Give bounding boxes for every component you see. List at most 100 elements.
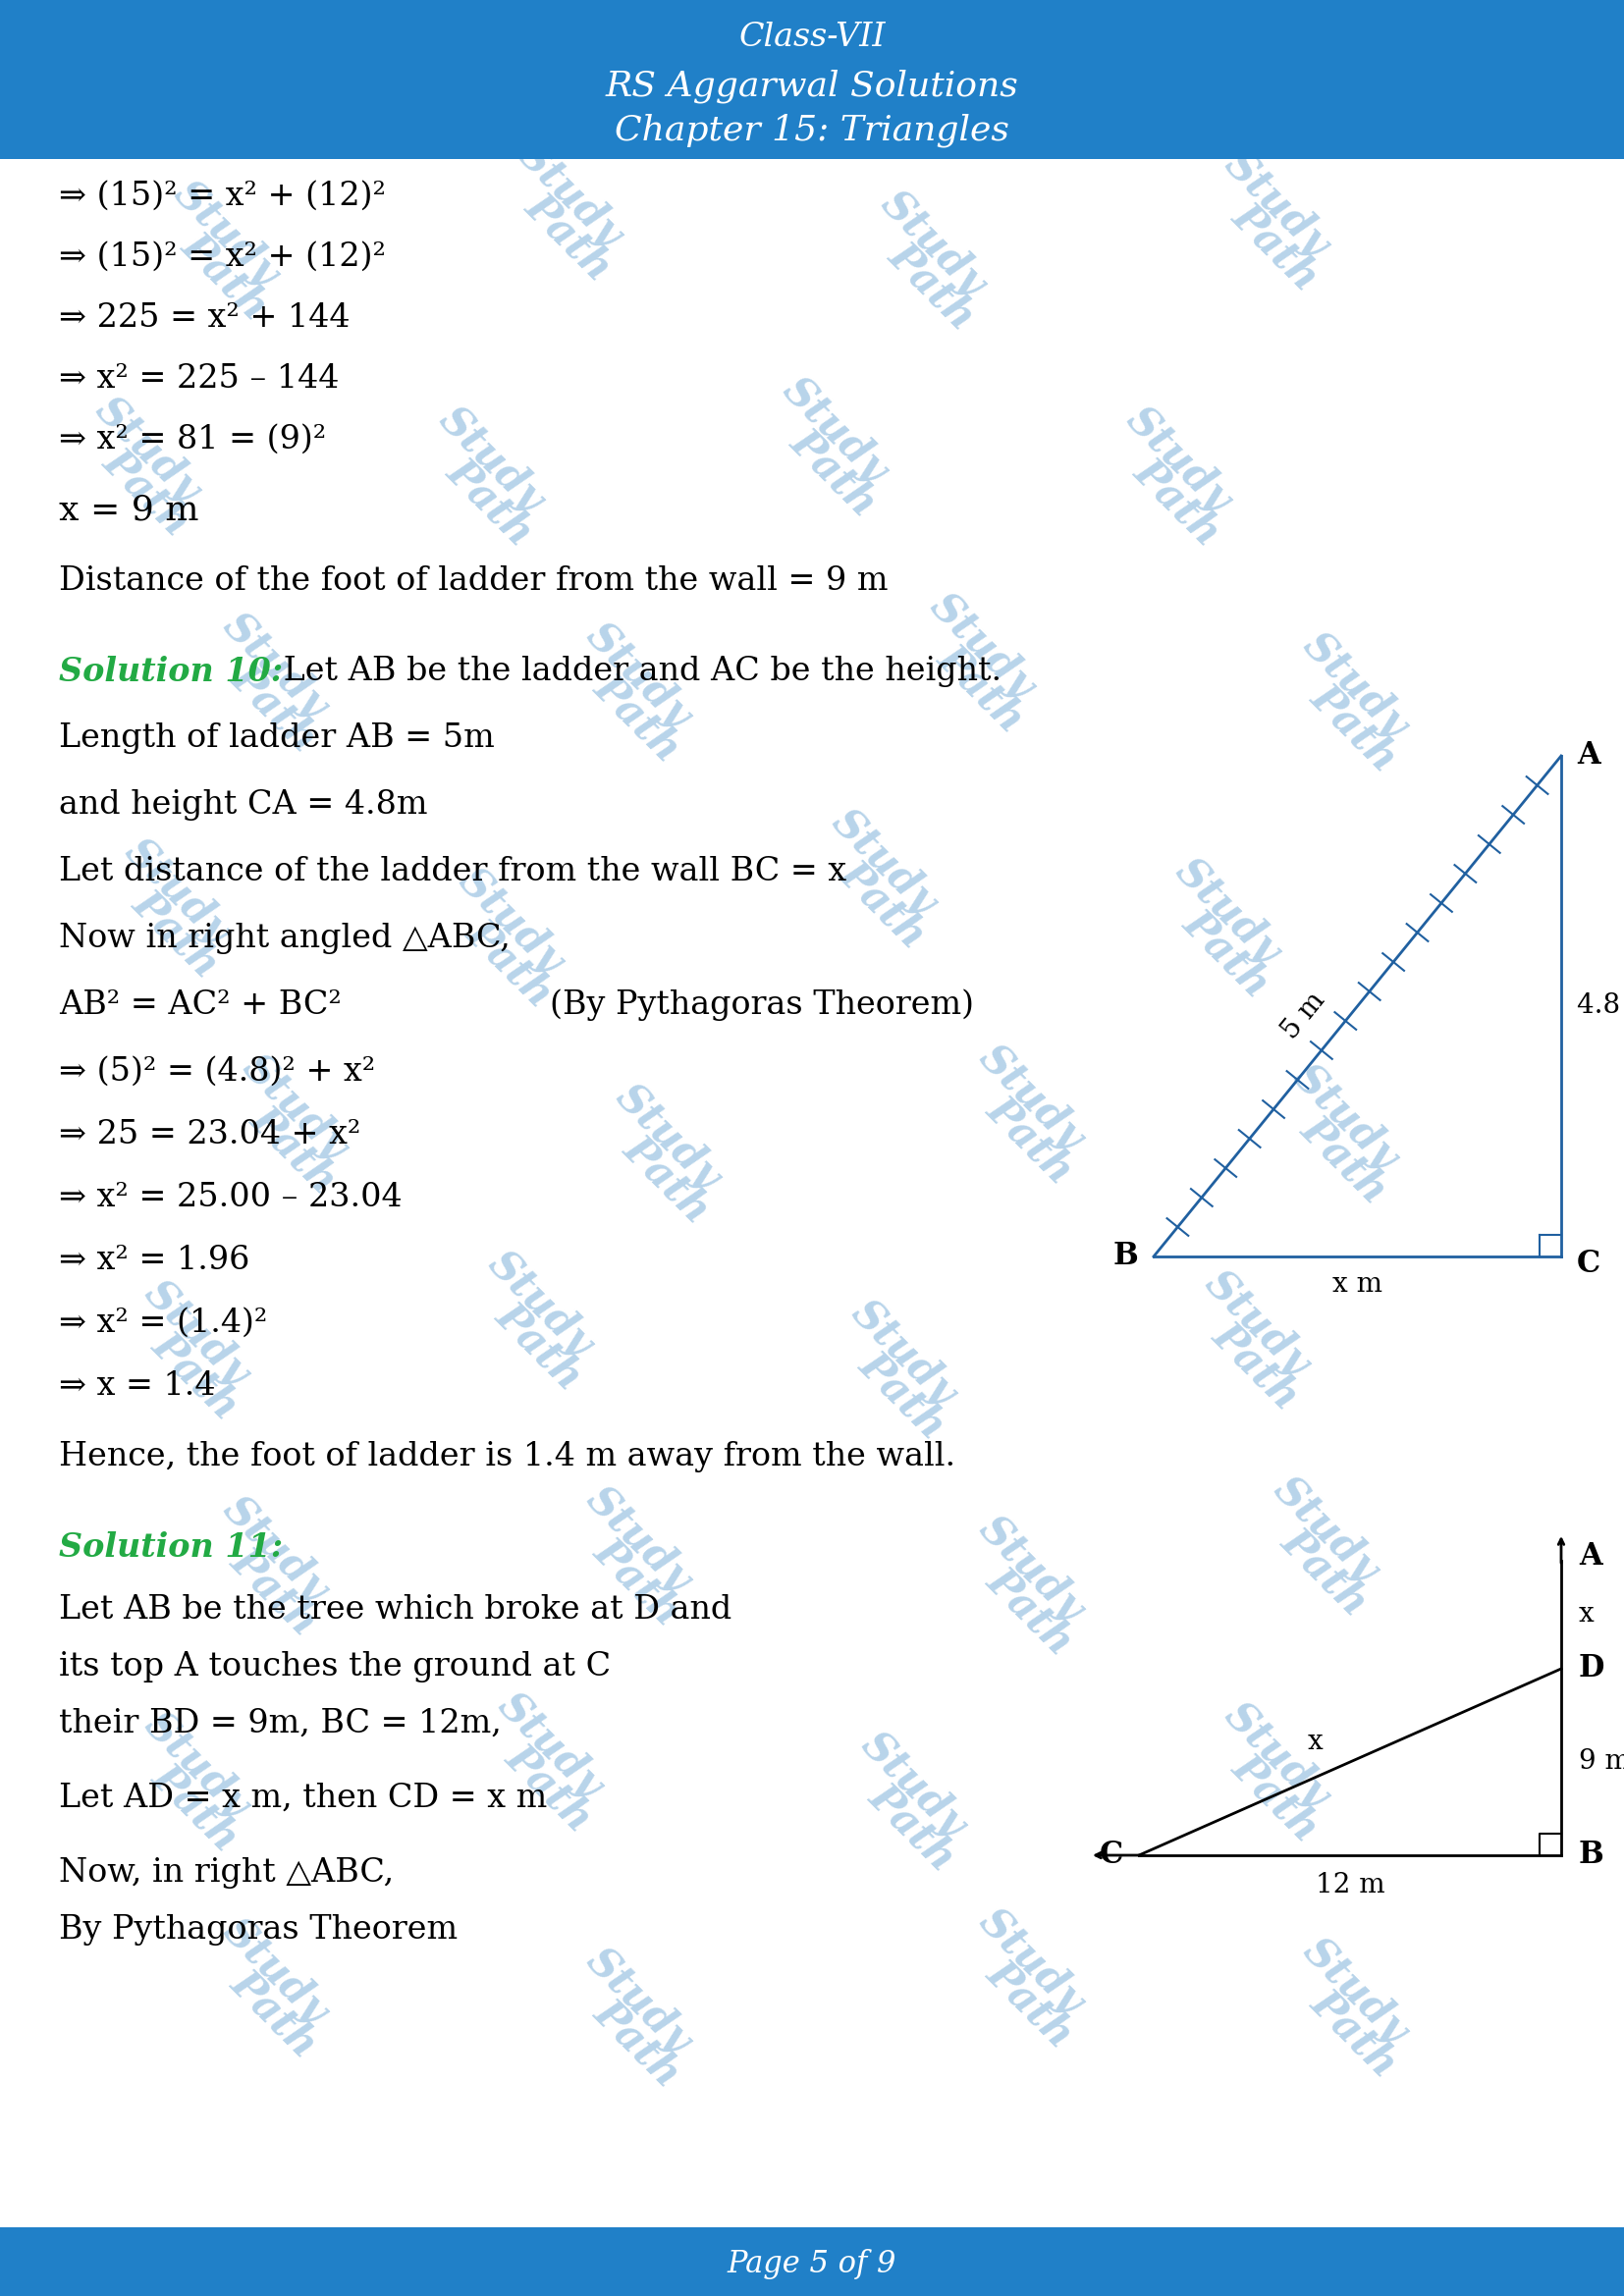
Text: C: C [1099,1839,1124,1871]
Text: Path: Path [1224,1747,1328,1851]
Text: x: x [1579,1603,1595,1628]
Text: Path: Path [1304,1981,1406,2085]
Text: ⇒ x² = (1.4)²: ⇒ x² = (1.4)² [58,1306,268,1339]
Text: Study: Study [1117,400,1239,521]
Text: Path: Path [615,1127,719,1231]
Text: 4.8 m: 4.8 m [1577,992,1624,1019]
Text: Path: Path [1273,1520,1377,1623]
Text: Solution 11:: Solution 11: [58,1531,283,1564]
Text: Now in right angled △ABC,: Now in right angled △ABC, [58,923,510,955]
Text: Study: Study [1294,1931,1416,2053]
Text: Path: Path [244,1100,346,1203]
Text: ⇒ x² = 81 = (9)²: ⇒ x² = 81 = (9)² [58,425,326,455]
Text: Study: Study [450,861,572,983]
Text: C: C [1577,1249,1601,1279]
Text: Study: Study [872,184,994,305]
Text: 12 m: 12 m [1315,1871,1385,1899]
Text: Path: Path [224,1963,326,2066]
Text: x = 9 m: x = 9 m [58,494,198,528]
Text: ⇒ (5)² = (4.8)² + x²: ⇒ (5)² = (4.8)² + x² [58,1056,375,1088]
Text: Path: Path [224,657,326,760]
Text: Path: Path [224,1541,326,1644]
Text: Study: Study [86,388,208,510]
Text: (By Pythagoras Theorem): (By Pythagoras Theorem) [551,990,974,1022]
Text: Study: Study [214,1488,336,1609]
Text: their BD = 9m, BC = 12m,: their BD = 9m, BC = 12m, [58,1708,502,1740]
Text: Path: Path [499,1736,601,1839]
Text: and height CA = 4.8m: and height CA = 4.8m [58,790,427,820]
Text: Let AB be the ladder and AC be the height.: Let AB be the ladder and AC be the heigh… [273,657,1002,687]
Text: Path: Path [145,1325,248,1428]
Text: Study: Study [135,1272,257,1394]
Text: Path: Path [979,1088,1083,1192]
Text: Path: Path [783,422,887,526]
Text: ⇒ (15)² = x² + (12)²: ⇒ (15)² = x² + (12)² [58,181,387,211]
Text: Now, in right △ABC,: Now, in right △ABC, [58,1857,395,1890]
Text: Path: Path [460,912,562,1015]
Text: ⇒ x = 1.4: ⇒ x = 1.4 [58,1371,216,1403]
Text: x m: x m [1332,1270,1382,1297]
Text: Study: Study [1285,1056,1406,1178]
Text: ⇒ (15)² = x² + (12)²: ⇒ (15)² = x² + (12)² [58,241,387,273]
Text: Path: Path [831,854,935,957]
Text: ⇒ x² = 225 – 144: ⇒ x² = 225 – 144 [58,363,339,395]
Text: Path: Path [862,1777,965,1880]
Text: Path: Path [979,1954,1083,2055]
Text: Path: Path [1304,677,1406,781]
Text: Path: Path [1224,195,1328,298]
Text: Let distance of the ladder from the wall BC = x: Let distance of the ladder from the wall… [58,856,846,886]
Text: ⇒ 25 = 23.04 + x²: ⇒ 25 = 23.04 + x² [58,1118,361,1150]
Text: Path: Path [518,186,620,289]
Text: A: A [1577,742,1600,771]
Text: D: D [1579,1653,1605,1683]
Text: Study: Study [214,1910,336,2032]
Text: 9 m: 9 m [1579,1750,1624,1775]
Text: Study: Study [823,801,945,923]
Text: Study: Study [1195,1263,1317,1384]
Text: Path: Path [1176,902,1280,1006]
Text: Study: Study [578,1940,698,2062]
Text: Study: Study [607,1077,729,1199]
Text: Study: Study [115,831,237,953]
Text: 5 m: 5 m [1276,987,1330,1045]
Text: Chapter 15: Triangles: Chapter 15: Triangles [615,113,1009,147]
Bar [0,0,1624,158]
Text: AB² = AC² + BC²: AB² = AC² + BC² [58,990,341,1022]
Text: Study: Study [773,370,895,491]
Text: Path: Path [882,234,984,338]
Text: Path: Path [931,638,1033,742]
Text: ⇒ x² = 25.00 – 23.04: ⇒ x² = 25.00 – 23.04 [58,1182,403,1212]
Text: Let AB be the tree which broke at D and: Let AB be the tree which broke at D and [58,1593,732,1626]
Text: Path: Path [586,1531,690,1635]
Text: ⇒ x² = 1.96: ⇒ x² = 1.96 [58,1244,250,1277]
Text: Study: Study [578,615,698,737]
Text: Study: Study [135,1704,257,1825]
Text: Path: Path [1205,1316,1309,1419]
Text: Study: Study [853,1724,974,1846]
Text: Length of ladder AB = 5m: Length of ladder AB = 5m [58,723,495,753]
Text: Solution 10:: Solution 10: [58,654,283,687]
Text: Study: Study [1216,142,1337,264]
Text: its top A touches the ground at C: its top A touches the ground at C [58,1651,611,1683]
Text: Path: Path [489,1295,591,1398]
Text: Study: Study [970,1901,1091,2023]
Text: Path: Path [1127,450,1229,553]
Text: Study: Study [843,1293,965,1414]
Text: Study: Study [508,133,630,255]
Text: B: B [1579,1839,1605,1871]
Text: Path: Path [586,666,690,769]
Text: Study: Study [1216,1694,1337,1816]
Text: Path: Path [851,1343,955,1446]
Text: Path: Path [440,450,542,553]
Text: ⇒ 225 = x² + 144: ⇒ 225 = x² + 144 [58,303,351,333]
Text: Page 5 of 9: Page 5 of 9 [728,2250,896,2280]
Text: Study: Study [234,1047,356,1169]
Text: Let AD = x m, then CD = x m: Let AD = x m, then CD = x m [58,1782,547,1814]
Text: Path: Path [96,441,198,544]
Text: Path: Path [586,1993,690,2096]
Text: Study: Study [1166,850,1288,971]
Text: RS Aggarwal Solutions: RS Aggarwal Solutions [606,69,1018,103]
Text: Path: Path [1294,1109,1397,1212]
Text: Study: Study [1294,625,1416,746]
Text: Study: Study [578,1479,698,1600]
